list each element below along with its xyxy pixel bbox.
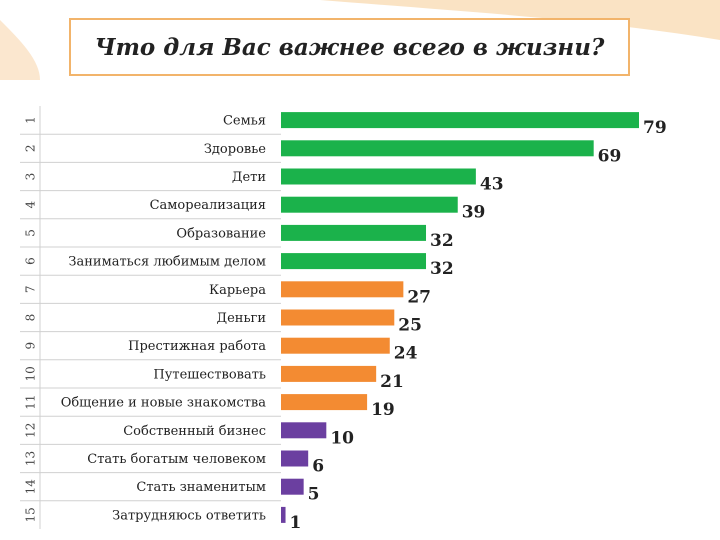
bar — [281, 112, 639, 129]
bar — [281, 450, 309, 467]
decorative-corner — [0, 0, 720, 80]
chart-title-box: Что для Вас важнее всего в жизни? — [69, 18, 630, 76]
value-label: 24 — [394, 344, 418, 364]
value-label: 32 — [430, 259, 454, 279]
value-label: 6 — [312, 457, 324, 477]
category-label: Самореализация — [150, 198, 266, 213]
category-label: Стать знаменитым — [136, 480, 266, 495]
row-gridlines — [20, 106, 281, 529]
category-label: Собственный бизнес — [123, 424, 266, 439]
bar — [281, 394, 368, 411]
bar — [281, 168, 476, 185]
value-label: 43 — [480, 175, 504, 195]
value-label: 1 — [290, 513, 302, 533]
bar — [281, 506, 286, 523]
bar — [281, 140, 594, 157]
value-label: 27 — [407, 287, 431, 307]
bar — [281, 365, 377, 382]
row-number: 9 — [24, 342, 38, 350]
value-label: 69 — [598, 146, 622, 166]
bar — [281, 281, 404, 298]
bars — [281, 112, 639, 523]
row-number: 2 — [24, 144, 38, 152]
value-label: 79 — [643, 118, 667, 138]
category-label: Заниматься любимым делом — [68, 255, 266, 270]
row-number: 6 — [24, 257, 38, 265]
value-label: 5 — [308, 485, 320, 505]
category-labels: Семья Здоровье Дети Самореализация Образован… — [61, 114, 267, 524]
row-number: 3 — [24, 173, 38, 181]
category-label: Образование — [176, 226, 266, 241]
row-number: 8 — [24, 314, 38, 322]
row-number: 11 — [24, 394, 38, 409]
row-number: 4 — [24, 201, 38, 209]
value-label: 39 — [462, 203, 486, 223]
bar — [281, 337, 390, 354]
bar — [281, 196, 458, 213]
category-label: Затрудняюсь ответить — [112, 508, 266, 523]
bar — [281, 422, 327, 439]
row-number: 13 — [24, 451, 38, 466]
category-label: Здоровье — [204, 142, 266, 157]
value-labels: 79 69 43 39 32 32 27 25 24 21 19 10 6 51 — [290, 118, 667, 533]
chart-title: Что для Вас важнее всего в жизни? — [94, 33, 605, 61]
value-label: 21 — [380, 372, 404, 392]
category-label: Семья — [223, 114, 266, 129]
row-number: 10 — [24, 366, 38, 381]
row-number: 12 — [24, 423, 38, 438]
value-label: 10 — [330, 428, 354, 448]
row-number: 1 — [24, 116, 38, 124]
bar — [281, 309, 395, 326]
row-number: 5 — [24, 229, 38, 237]
category-label: Престижная работа — [128, 339, 266, 354]
category-label: Дети — [232, 170, 266, 185]
category-label: Общение и новые знакомства — [61, 396, 267, 411]
row-number: 14 — [24, 479, 38, 495]
value-label: 19 — [371, 400, 395, 420]
bar — [281, 253, 427, 270]
category-label: Деньги — [217, 311, 266, 326]
row-number: 7 — [24, 285, 38, 293]
bar — [281, 224, 427, 241]
category-label: Карьера — [209, 283, 266, 298]
bar — [281, 478, 304, 495]
value-label: 32 — [430, 231, 454, 251]
category-label: Стать богатым человеком — [87, 452, 266, 467]
value-label: 25 — [398, 316, 422, 336]
category-label: Путешествовать — [153, 367, 266, 382]
row-number: 15 — [24, 507, 38, 522]
